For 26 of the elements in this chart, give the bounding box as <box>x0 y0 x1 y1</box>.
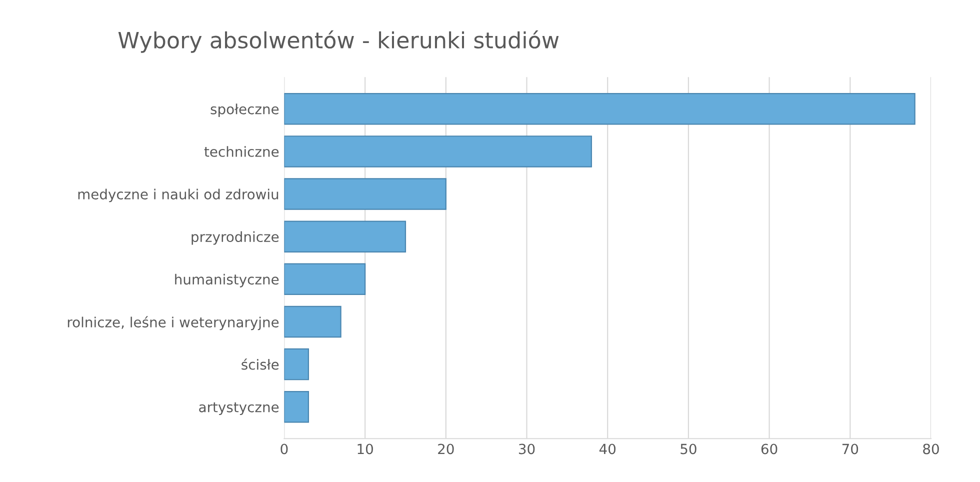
x-tick-label: 40 <box>599 444 616 454</box>
x-tick-label: 10 <box>358 444 373 454</box>
y-tick-label: techniczne <box>204 146 279 157</box>
x-tick-label: 50 <box>680 444 696 454</box>
bar <box>284 220 406 252</box>
y-tick-label: artystyczne <box>199 402 279 416</box>
bar <box>284 306 342 338</box>
x-tick-label: 30 <box>518 444 535 454</box>
bar <box>284 390 310 423</box>
y-tick-label: społeczne <box>210 104 279 118</box>
x-tick-label: 0 <box>280 444 288 454</box>
bar <box>284 92 916 125</box>
x-tick-label: 20 <box>438 444 454 454</box>
y-tick-label: przyrodnicze <box>192 231 279 245</box>
bar <box>284 263 366 296</box>
y-tick-label: humanistyczne <box>175 274 279 288</box>
x-tick-label: 60 <box>761 444 778 454</box>
bar <box>284 348 310 380</box>
bar <box>284 136 592 168</box>
x-tick-label: 70 <box>842 444 858 454</box>
y-tick-label: medyczne i nauki od zdrowiu <box>78 188 278 202</box>
x-tick-label: 80 <box>923 444 939 454</box>
chart-title: Wybory absolwentów - kierunki studiów <box>118 30 559 53</box>
y-tick-label: rolnicze, leśne i weterynaryjne <box>68 316 279 330</box>
y-tick-label: ścisłe <box>242 358 279 370</box>
bar <box>284 178 446 210</box>
